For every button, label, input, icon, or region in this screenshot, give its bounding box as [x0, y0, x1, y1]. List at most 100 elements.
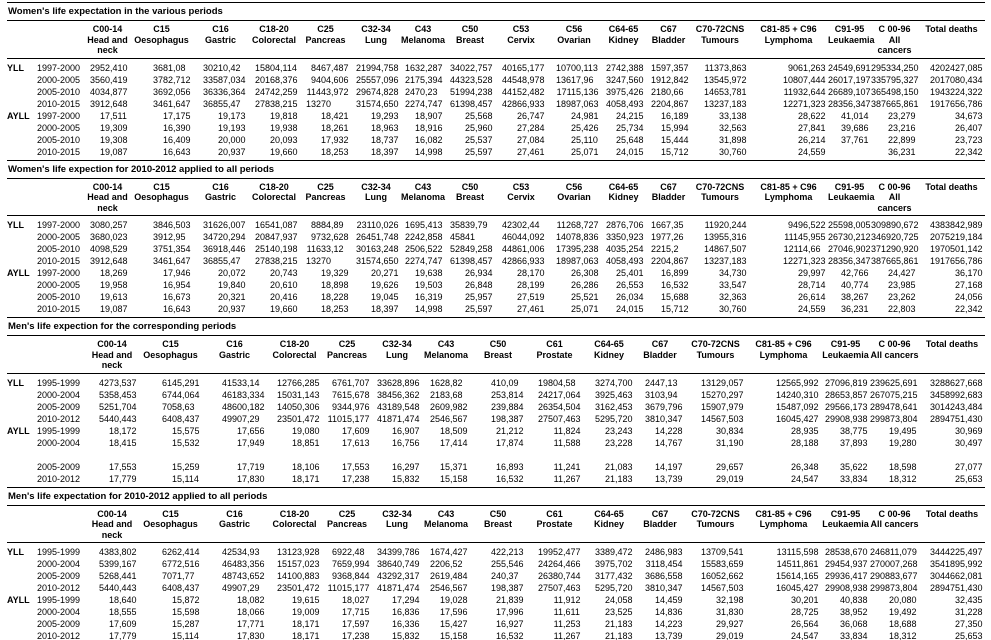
table-row: 2005-2010 4034,877 3692,056 36336,364 24742,…	[7, 86, 985, 98]
value-cell: 33628,896	[376, 377, 420, 388]
value-cell: 3444225,497	[929, 547, 983, 557]
value-cell: 346920,725	[871, 232, 919, 242]
value-cell: 15,259	[171, 461, 200, 472]
value-cell: 17,779	[108, 631, 137, 640]
value-cell: 16,082	[414, 134, 443, 145]
value-cell: 42,766	[840, 268, 869, 278]
value-cell: 23,216	[887, 122, 916, 133]
value-cell: 25,537	[464, 134, 493, 145]
value-cell: 15907,979	[700, 401, 744, 412]
period-cell: 2000-2005	[37, 74, 81, 85]
value-cell: 38,775	[839, 425, 868, 436]
value-cell: 15,688	[660, 292, 689, 302]
value-cell: 41871,474	[376, 583, 420, 593]
value-cell: 18,171	[291, 619, 320, 629]
value-cell: 34720,294	[202, 232, 246, 242]
value-cell: 30,497	[954, 437, 983, 448]
value-cell: 23110,026	[356, 220, 399, 230]
value-cell: 29936,417	[824, 571, 868, 581]
value-cell: 20847,937	[254, 232, 298, 242]
value-cell: 9061,263	[787, 62, 826, 73]
value-cell: 14,459	[654, 595, 683, 605]
value-cell: 16,297	[391, 461, 420, 472]
column-header: C67 Bladder	[646, 21, 691, 59]
value-cell: 12271,323	[782, 256, 826, 266]
value-cell: 36,170	[954, 268, 983, 278]
value-cell: 19,087	[99, 304, 128, 314]
value-cell: 27,284	[516, 122, 545, 133]
value-cell: 28356,347	[828, 98, 871, 109]
value-cell: 24,981	[570, 110, 599, 121]
value-cell: 1695,413	[404, 220, 443, 230]
value-cell: 6922,48	[331, 547, 365, 557]
value-cell: 15,712	[660, 304, 689, 314]
row-group-label	[7, 291, 37, 303]
value-cell: 27,461	[516, 304, 545, 314]
value-cell: 42866,933	[501, 256, 545, 266]
value-cell: 17,719	[236, 461, 265, 472]
value-cell: 17,238	[341, 631, 370, 640]
value-cell: 37,893	[839, 437, 868, 448]
period-cell: 1995-1999	[37, 547, 81, 557]
value-cell: 2506,522	[404, 244, 443, 254]
row-group-label	[7, 231, 37, 243]
value-cell: 18,171	[291, 631, 320, 640]
value-cell: 28,188	[790, 437, 819, 448]
value-cell: 16,319	[414, 292, 443, 302]
value-cell: 11268,727	[556, 220, 599, 230]
row-group-label	[7, 279, 37, 291]
value-cell: 2183,68	[429, 389, 463, 400]
value-cell: 28,622	[797, 110, 826, 121]
value-cell: 17,613	[341, 437, 370, 448]
value-cell: 2204,867	[650, 98, 689, 109]
column-header: C 00-96 All cancers	[870, 505, 919, 543]
value-cell: 20168,376	[254, 74, 298, 85]
value-cell: 36855,47	[202, 98, 241, 109]
period-cell: 1997-2000	[37, 220, 81, 230]
value-cell: 16,954	[162, 280, 191, 290]
column-header: C 00-96 All cancers	[870, 336, 919, 374]
column-header: C81-85 + C96 Lymphoma	[749, 178, 828, 216]
value-cell: 15583,659	[700, 559, 744, 569]
value-cell: 27,841	[797, 122, 826, 133]
value-cell: 42302,44	[501, 220, 540, 230]
value-cell: 15,598	[171, 607, 200, 617]
header-row: C00-14 Head and neck C15 Oesophagus C16 Gastr…	[7, 21, 985, 59]
value-cell: 26,747	[516, 110, 545, 121]
value-cell: 16,336	[391, 619, 420, 629]
value-cell: 33,834	[839, 631, 868, 640]
value-cell: 12565,992	[775, 377, 819, 388]
value-cell: 21,183	[604, 619, 633, 629]
value-cell: 14,767	[654, 437, 683, 448]
column-header: C50 Breast	[470, 336, 526, 374]
period-cell: 2005-2009	[37, 461, 81, 472]
value-cell: 19,193	[217, 122, 246, 133]
value-cell: 26730,212	[828, 232, 871, 242]
value-cell: 23501,472	[276, 583, 320, 593]
value-cell: 25,071	[570, 146, 599, 157]
value-cell: 30163,248	[355, 244, 399, 254]
value-cell: 16045,427	[775, 413, 819, 424]
value-cell: 14050,306	[276, 401, 320, 412]
period-cell: 2010-2012	[37, 583, 81, 593]
value-cell: 3541895,992	[929, 559, 983, 569]
value-cell: 29908,938	[824, 413, 868, 424]
value-cell: 18,963	[370, 122, 399, 133]
value-cell: 27,519	[516, 292, 545, 302]
table-row: 2010-2015 19,087 16,643 20,937 19,660 18,253 1…	[7, 146, 985, 158]
value-cell: 30,760	[718, 304, 747, 314]
value-cell: 11373,863	[704, 62, 747, 73]
value-cell: 41533,14	[221, 377, 260, 388]
column-header: C91-95 Leukaemia	[821, 336, 870, 374]
value-cell: 5295,720	[594, 583, 633, 593]
value-cell: 18,172	[108, 425, 137, 436]
column-header: C43 Melanoma	[401, 178, 445, 216]
value-cell: 3846,503	[152, 220, 191, 230]
value-cell: 19,173	[217, 110, 246, 121]
row-group-label	[7, 401, 37, 413]
value-cell: 17,946	[162, 268, 191, 278]
value-cell: 36918,446	[202, 244, 246, 254]
row-group-label: AYLL	[7, 595, 30, 605]
table-row: YLL 1997-2000 3080,257 3846,503 31626,007 165…	[7, 216, 985, 232]
value-cell: 11015,177	[327, 413, 370, 424]
